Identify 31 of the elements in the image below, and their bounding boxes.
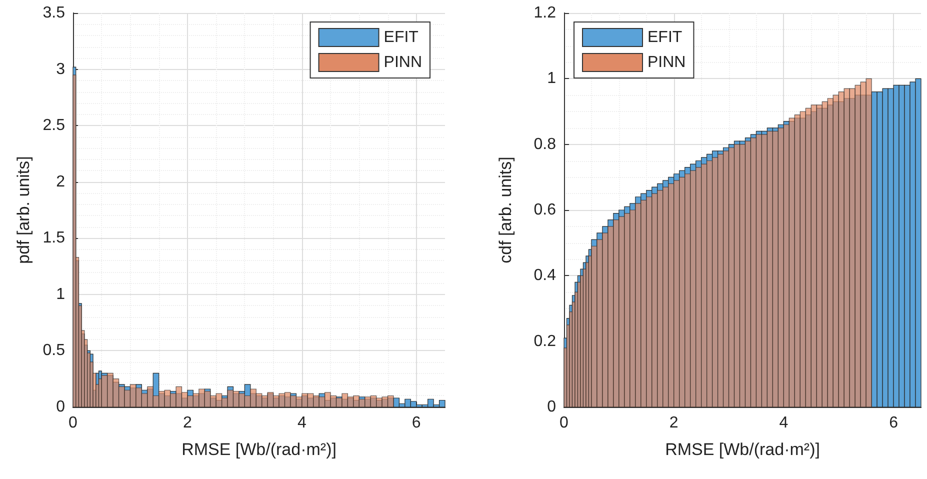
legend-label: EFIT: [384, 29, 419, 46]
y-tick-label: 0.5: [42, 342, 66, 360]
x-tick-label: 0: [68, 414, 78, 432]
y-tick-label: 3.5: [42, 4, 66, 22]
y-axis-title: cdf [arb. units]: [496, 156, 515, 264]
y-tick-label: 1.5: [42, 230, 66, 247]
y-tick-label: 1: [547, 70, 556, 88]
x-axis-title: RMSE [Wb/(rad·m²)]: [665, 440, 820, 459]
x-tick-label: 2: [669, 414, 678, 432]
x-tick-label: 6: [412, 414, 421, 432]
y-axis-title: pdf [arb. units]: [14, 156, 33, 264]
x-axis-title: RMSE [Wb/(rad·m²)]: [182, 440, 336, 459]
y-tick-label: 1.2: [534, 4, 556, 22]
legend-label: PINN: [648, 54, 686, 71]
x-tick-label: 4: [779, 414, 788, 432]
x-tick-label: 2: [183, 414, 192, 432]
y-tick-label: 0.6: [534, 202, 556, 218]
y-tick-label: 0: [547, 398, 556, 416]
y-tick-label: 2.5: [42, 117, 66, 134]
x-tick-label: 4: [297, 414, 306, 432]
y-tick-label: 0.2: [534, 332, 556, 350]
x-tick-label: 0: [560, 414, 569, 432]
y-tick-label: 0.8: [534, 136, 556, 153]
y-tick-label: 1: [56, 286, 66, 303]
y-tick-label: 3: [56, 60, 66, 78]
y-tick-label: 0: [56, 398, 66, 416]
y-tick-label: 2: [56, 173, 66, 190]
legend-label: EFIT: [648, 29, 682, 46]
legend-label: PINN: [384, 54, 422, 71]
x-tick-label: 6: [889, 414, 898, 432]
y-tick-label: 0.4: [534, 267, 556, 284]
